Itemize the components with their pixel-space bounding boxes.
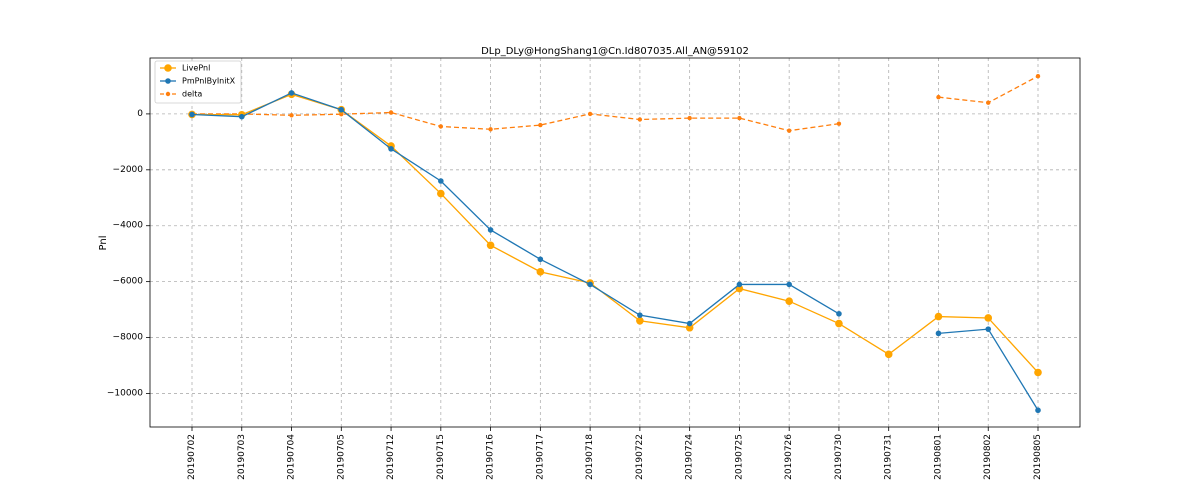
legend-item-livepnl: LivePnl xyxy=(160,64,210,73)
legend-item-pmpnlbyinitx: PmPnlByInitX xyxy=(160,77,236,86)
x-tick-label: 20190724 xyxy=(685,434,695,480)
legend-box xyxy=(154,60,242,104)
data-point-delta xyxy=(786,128,792,133)
data-point-delta xyxy=(388,110,394,115)
data-point-delta xyxy=(587,111,593,117)
data-point-pmpnlbyinitx xyxy=(438,178,444,184)
data-point-delta xyxy=(1035,73,1041,79)
data-point-delta xyxy=(488,127,493,132)
data-point-livepnl xyxy=(984,314,993,322)
data-point-delta xyxy=(936,94,941,100)
y-axis-label: Pnl xyxy=(98,236,109,251)
data-point-pmpnlbyinitx xyxy=(487,227,494,233)
series-line-delta xyxy=(192,111,840,132)
data-point-pmpnlbyinitx xyxy=(736,281,743,288)
x-tick-label: 20190730 xyxy=(834,434,844,480)
x-tick-label: 20190725 xyxy=(734,434,744,480)
series-layer xyxy=(188,73,1042,414)
data-point-pmpnlbyinitx xyxy=(189,111,195,118)
axes: 20190702 20190703 20190704 20190705 20190712… xyxy=(107,109,1043,480)
x-tick-label: 20190726 xyxy=(784,434,794,480)
series-line-livepnl xyxy=(191,93,1039,373)
data-point-livepnl xyxy=(437,189,445,198)
data-point-pmpnlbyinitx xyxy=(935,330,942,337)
data-point-livepnl xyxy=(835,319,843,328)
x-tick-label: 20190716 xyxy=(486,434,496,480)
data-point-livepnl xyxy=(1034,368,1042,377)
data-point-pmpnlbyinitx xyxy=(238,113,245,120)
series-delta xyxy=(189,73,1041,133)
x-tick-label: 20190717 xyxy=(535,434,545,480)
data-point-delta xyxy=(737,115,742,121)
x-tick-label: 20190705 xyxy=(336,434,346,480)
y-tick-label: −2000 xyxy=(113,165,144,175)
legend-swatch-marker xyxy=(165,78,171,84)
x-tick-label: 20190712 xyxy=(386,434,396,480)
x-tick-label: 20190703 xyxy=(237,434,247,480)
data-point-pmpnlbyinitx xyxy=(1035,407,1041,414)
series-livepnl xyxy=(188,90,1042,377)
x-tick-label: 20190805 xyxy=(1033,434,1043,480)
x-tick-label: 20190702 xyxy=(187,434,197,480)
x-tick-label: 20190802 xyxy=(983,434,993,480)
series-pmpnlbyinitx xyxy=(189,90,1041,414)
data-point-livepnl xyxy=(486,241,495,250)
data-point-pmpnlbyinitx xyxy=(836,310,842,317)
data-point-delta xyxy=(687,115,692,121)
x-tick-label: 20190731 xyxy=(884,434,894,480)
data-point-livepnl xyxy=(934,312,943,321)
data-point-delta xyxy=(438,124,444,129)
data-point-pmpnlbyinitx xyxy=(288,90,295,96)
plot-frame xyxy=(149,57,1081,428)
chart-title: DLp_DLy@HongShang1@Cn.Id807035.All_AN@59… xyxy=(481,46,749,57)
grid xyxy=(150,58,1080,427)
y-tick-label: −4000 xyxy=(113,221,144,231)
y-tick-label: −6000 xyxy=(113,277,144,287)
data-point-delta xyxy=(637,117,643,122)
x-tick-label: 20190715 xyxy=(436,434,446,480)
data-point-delta xyxy=(289,113,294,118)
data-point-delta xyxy=(986,100,991,105)
y-tick-label: −10000 xyxy=(107,388,143,398)
legend-label: delta xyxy=(182,90,202,99)
legend-swatch-marker xyxy=(164,64,172,72)
data-point-pmpnlbyinitx xyxy=(786,281,792,288)
data-point-delta xyxy=(538,122,543,128)
y-tick-label: −8000 xyxy=(113,333,144,343)
data-point-pmpnlbyinitx xyxy=(338,106,345,113)
data-point-livepnl xyxy=(636,316,644,325)
data-point-pmpnlbyinitx xyxy=(637,312,643,318)
x-tick-label: 20190801 xyxy=(933,434,943,480)
x-tick-label: 20190718 xyxy=(585,434,595,480)
data-point-livepnl xyxy=(685,323,694,332)
data-point-pmpnlbyinitx xyxy=(985,326,992,332)
legend-item-delta: delta xyxy=(160,90,202,99)
legend-label: LivePnl xyxy=(182,64,210,73)
data-point-livepnl xyxy=(785,297,793,306)
data-point-livepnl xyxy=(536,268,545,276)
data-point-pmpnlbyinitx xyxy=(537,256,544,263)
data-point-livepnl xyxy=(884,350,893,359)
legend-label: PmPnlByInitX xyxy=(182,77,236,86)
data-point-pmpnlbyinitx xyxy=(587,281,593,288)
series-line-pmpnlbyinitx xyxy=(191,92,840,325)
legend-swatch-marker xyxy=(165,91,171,97)
data-point-delta xyxy=(836,121,842,126)
x-tick-label: 20190704 xyxy=(287,434,297,480)
legend: LivePnl PmPnlByInitX delta xyxy=(154,60,242,104)
data-point-pmpnlbyinitx xyxy=(686,320,693,327)
data-point-pmpnlbyinitx xyxy=(388,146,394,152)
x-tick-label: 20190722 xyxy=(635,434,645,480)
y-tick-label: 0 xyxy=(137,109,143,119)
